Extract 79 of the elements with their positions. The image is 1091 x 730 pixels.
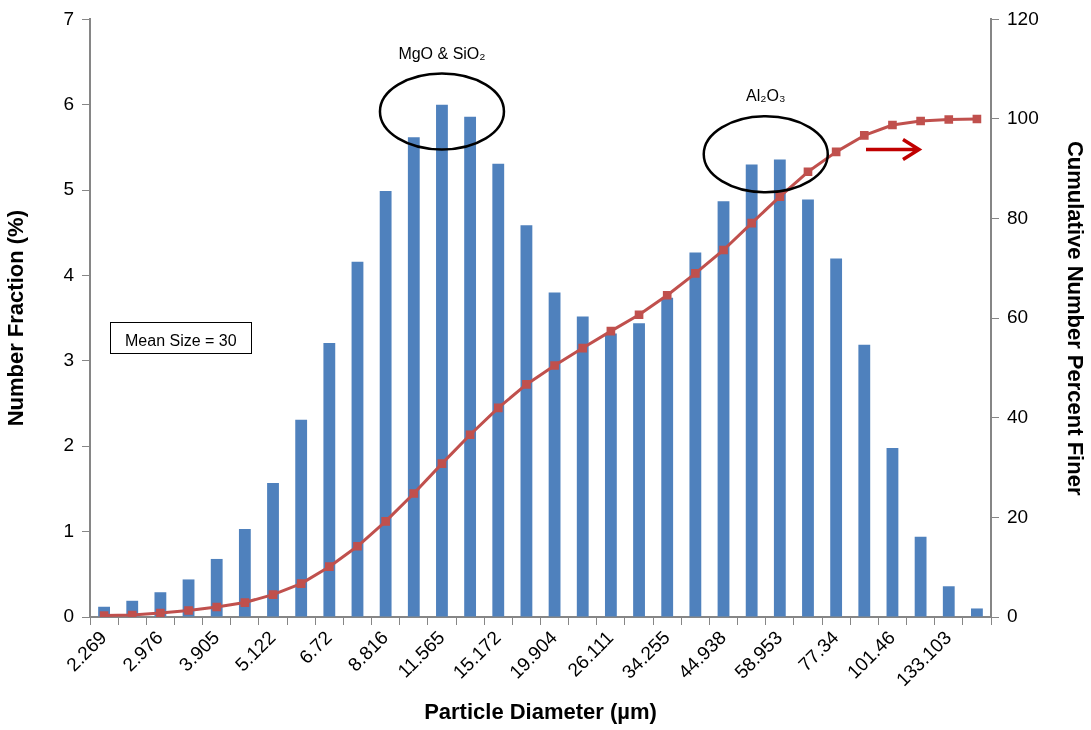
- bar: [267, 482, 279, 617]
- point: [325, 562, 334, 572]
- point: [522, 380, 531, 389]
- bar: [802, 199, 814, 617]
- bar: [717, 201, 730, 617]
- y2-tick-label: 80: [1007, 206, 1029, 228]
- point: [493, 403, 503, 413]
- bar: [773, 159, 786, 617]
- y2-tick-label: 20: [1007, 505, 1029, 527]
- y-axis-title: Number Fraction (%): [3, 210, 29, 427]
- point: [606, 326, 616, 336]
- annotation: MgO & SiO₂: [398, 44, 486, 63]
- bar: [323, 342, 336, 617]
- bar: [886, 447, 899, 617]
- bar: [351, 261, 364, 617]
- point: [775, 192, 785, 202]
- bar: [295, 419, 308, 617]
- y-tick-label: 1: [63, 519, 74, 541]
- point: [465, 430, 475, 440]
- y2-tick-label: 40: [1007, 406, 1029, 428]
- point: [409, 489, 419, 498]
- y2-tick-label: 120: [1007, 7, 1039, 29]
- point: [634, 310, 644, 320]
- y2-tick-label: 60: [1007, 306, 1029, 328]
- point: [550, 361, 559, 370]
- y2-axis-title: Cumulative Number Percent Finer: [1062, 140, 1088, 496]
- bar: [379, 191, 392, 617]
- point: [240, 598, 250, 607]
- bar: [745, 164, 758, 617]
- point: [662, 290, 672, 300]
- bar: [492, 163, 505, 617]
- bar: [407, 137, 420, 617]
- y2-tick-label: 100: [1007, 107, 1039, 129]
- annotation: Al₂O₃: [746, 87, 786, 106]
- bar: [661, 297, 674, 617]
- point: [916, 116, 925, 126]
- bar: [520, 225, 533, 617]
- bar: [971, 608, 983, 617]
- point: [831, 147, 841, 157]
- y-tick-label: 7: [63, 7, 74, 29]
- point: [747, 218, 756, 228]
- point: [859, 131, 869, 140]
- y-tick-label: 5: [63, 178, 74, 200]
- point: [888, 120, 897, 130]
- x-axis-title: Particle Diameter (µm): [424, 698, 657, 724]
- point: [972, 114, 982, 124]
- bar: [914, 536, 927, 617]
- point: [944, 115, 954, 124]
- y-tick-label: 2: [63, 434, 74, 456]
- point: [212, 602, 222, 612]
- point: [437, 459, 447, 468]
- y-tick-label: 6: [63, 93, 74, 115]
- bar: [942, 586, 955, 617]
- point: [381, 517, 390, 526]
- bar: [238, 529, 251, 617]
- bar: [604, 333, 617, 617]
- point: [184, 606, 193, 615]
- y-tick-label: 0: [63, 605, 74, 627]
- bar: [576, 316, 589, 617]
- point: [156, 608, 165, 617]
- y2-tick-label: 0: [1007, 605, 1018, 627]
- point: [719, 245, 728, 255]
- point: [268, 590, 278, 599]
- bar: [858, 344, 871, 617]
- y-tick-label: 4: [63, 263, 75, 285]
- point: [691, 269, 700, 278]
- bar: [830, 258, 843, 617]
- point: [803, 167, 813, 177]
- bar: [548, 292, 561, 617]
- bar: [436, 104, 448, 617]
- point: [353, 541, 362, 551]
- bar: [633, 323, 645, 617]
- y-tick-label: 3: [63, 349, 74, 371]
- annotation: Mean Size = 30: [110, 322, 252, 355]
- bar: [689, 252, 702, 617]
- bar: [464, 116, 477, 617]
- x-tick-label: 6.72: [294, 626, 336, 668]
- point: [578, 343, 588, 353]
- point: [296, 579, 306, 588]
